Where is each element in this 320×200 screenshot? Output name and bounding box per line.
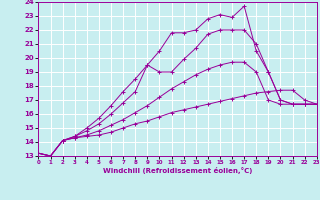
X-axis label: Windchill (Refroidissement éolien,°C): Windchill (Refroidissement éolien,°C) [103,167,252,174]
